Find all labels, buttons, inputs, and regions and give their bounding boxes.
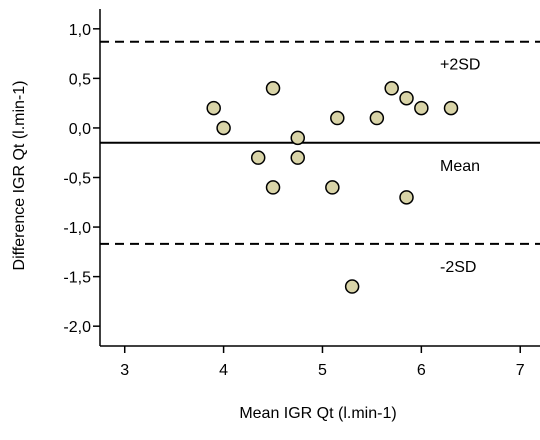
data-point xyxy=(290,150,306,165)
data-point xyxy=(265,81,281,96)
data-point xyxy=(216,120,231,136)
data-point xyxy=(443,100,459,116)
lower-sd-label: -2SD xyxy=(440,259,476,276)
axes-layer: 1,0 0,5 0,0 -0,5 -1,0 -1,5 -2,0 3 4 5 6 7 xyxy=(63,9,540,379)
upper-sd-label: +2SD xyxy=(440,57,480,74)
x-tick-label: 4 xyxy=(219,362,228,379)
data-point xyxy=(330,110,345,126)
y-tick-label: -2,0 xyxy=(63,319,91,336)
data-point xyxy=(384,81,399,96)
y-tick-label: -0,5 xyxy=(63,171,91,188)
labels-layer: Mean IGR Qt (l.min-1) Difference IGR Qt … xyxy=(11,81,397,422)
data-point xyxy=(290,130,306,146)
y-tick-label: 1,0 xyxy=(69,22,91,39)
y-tick-label: -1,0 xyxy=(63,220,91,237)
data-point xyxy=(265,180,281,195)
x-tick-label: 3 xyxy=(120,362,129,379)
x-tick-label: 6 xyxy=(417,362,426,379)
y-tick-label: 0,5 xyxy=(69,71,91,88)
points-layer xyxy=(206,81,459,294)
data-point xyxy=(369,110,385,126)
y-axis-title: Difference IGR Qt (l.min-1) xyxy=(11,81,28,271)
data-point xyxy=(344,279,360,294)
y-tick-label: -1,5 xyxy=(63,270,91,287)
data-point xyxy=(325,180,340,195)
reference-lines-layer: +2SD Mean -2SD xyxy=(100,40,540,276)
data-point xyxy=(414,100,429,116)
x-axis-title: Mean IGR Qt (l.min-1) xyxy=(239,405,396,422)
mean-label: Mean xyxy=(440,158,480,175)
y-tick-label: 0,0 xyxy=(69,121,91,138)
data-point xyxy=(206,100,221,116)
x-tick-label: 7 xyxy=(516,362,525,379)
data-point xyxy=(399,90,414,106)
x-tick-label: 5 xyxy=(318,362,327,379)
data-point xyxy=(399,190,414,205)
data-point xyxy=(250,150,266,165)
